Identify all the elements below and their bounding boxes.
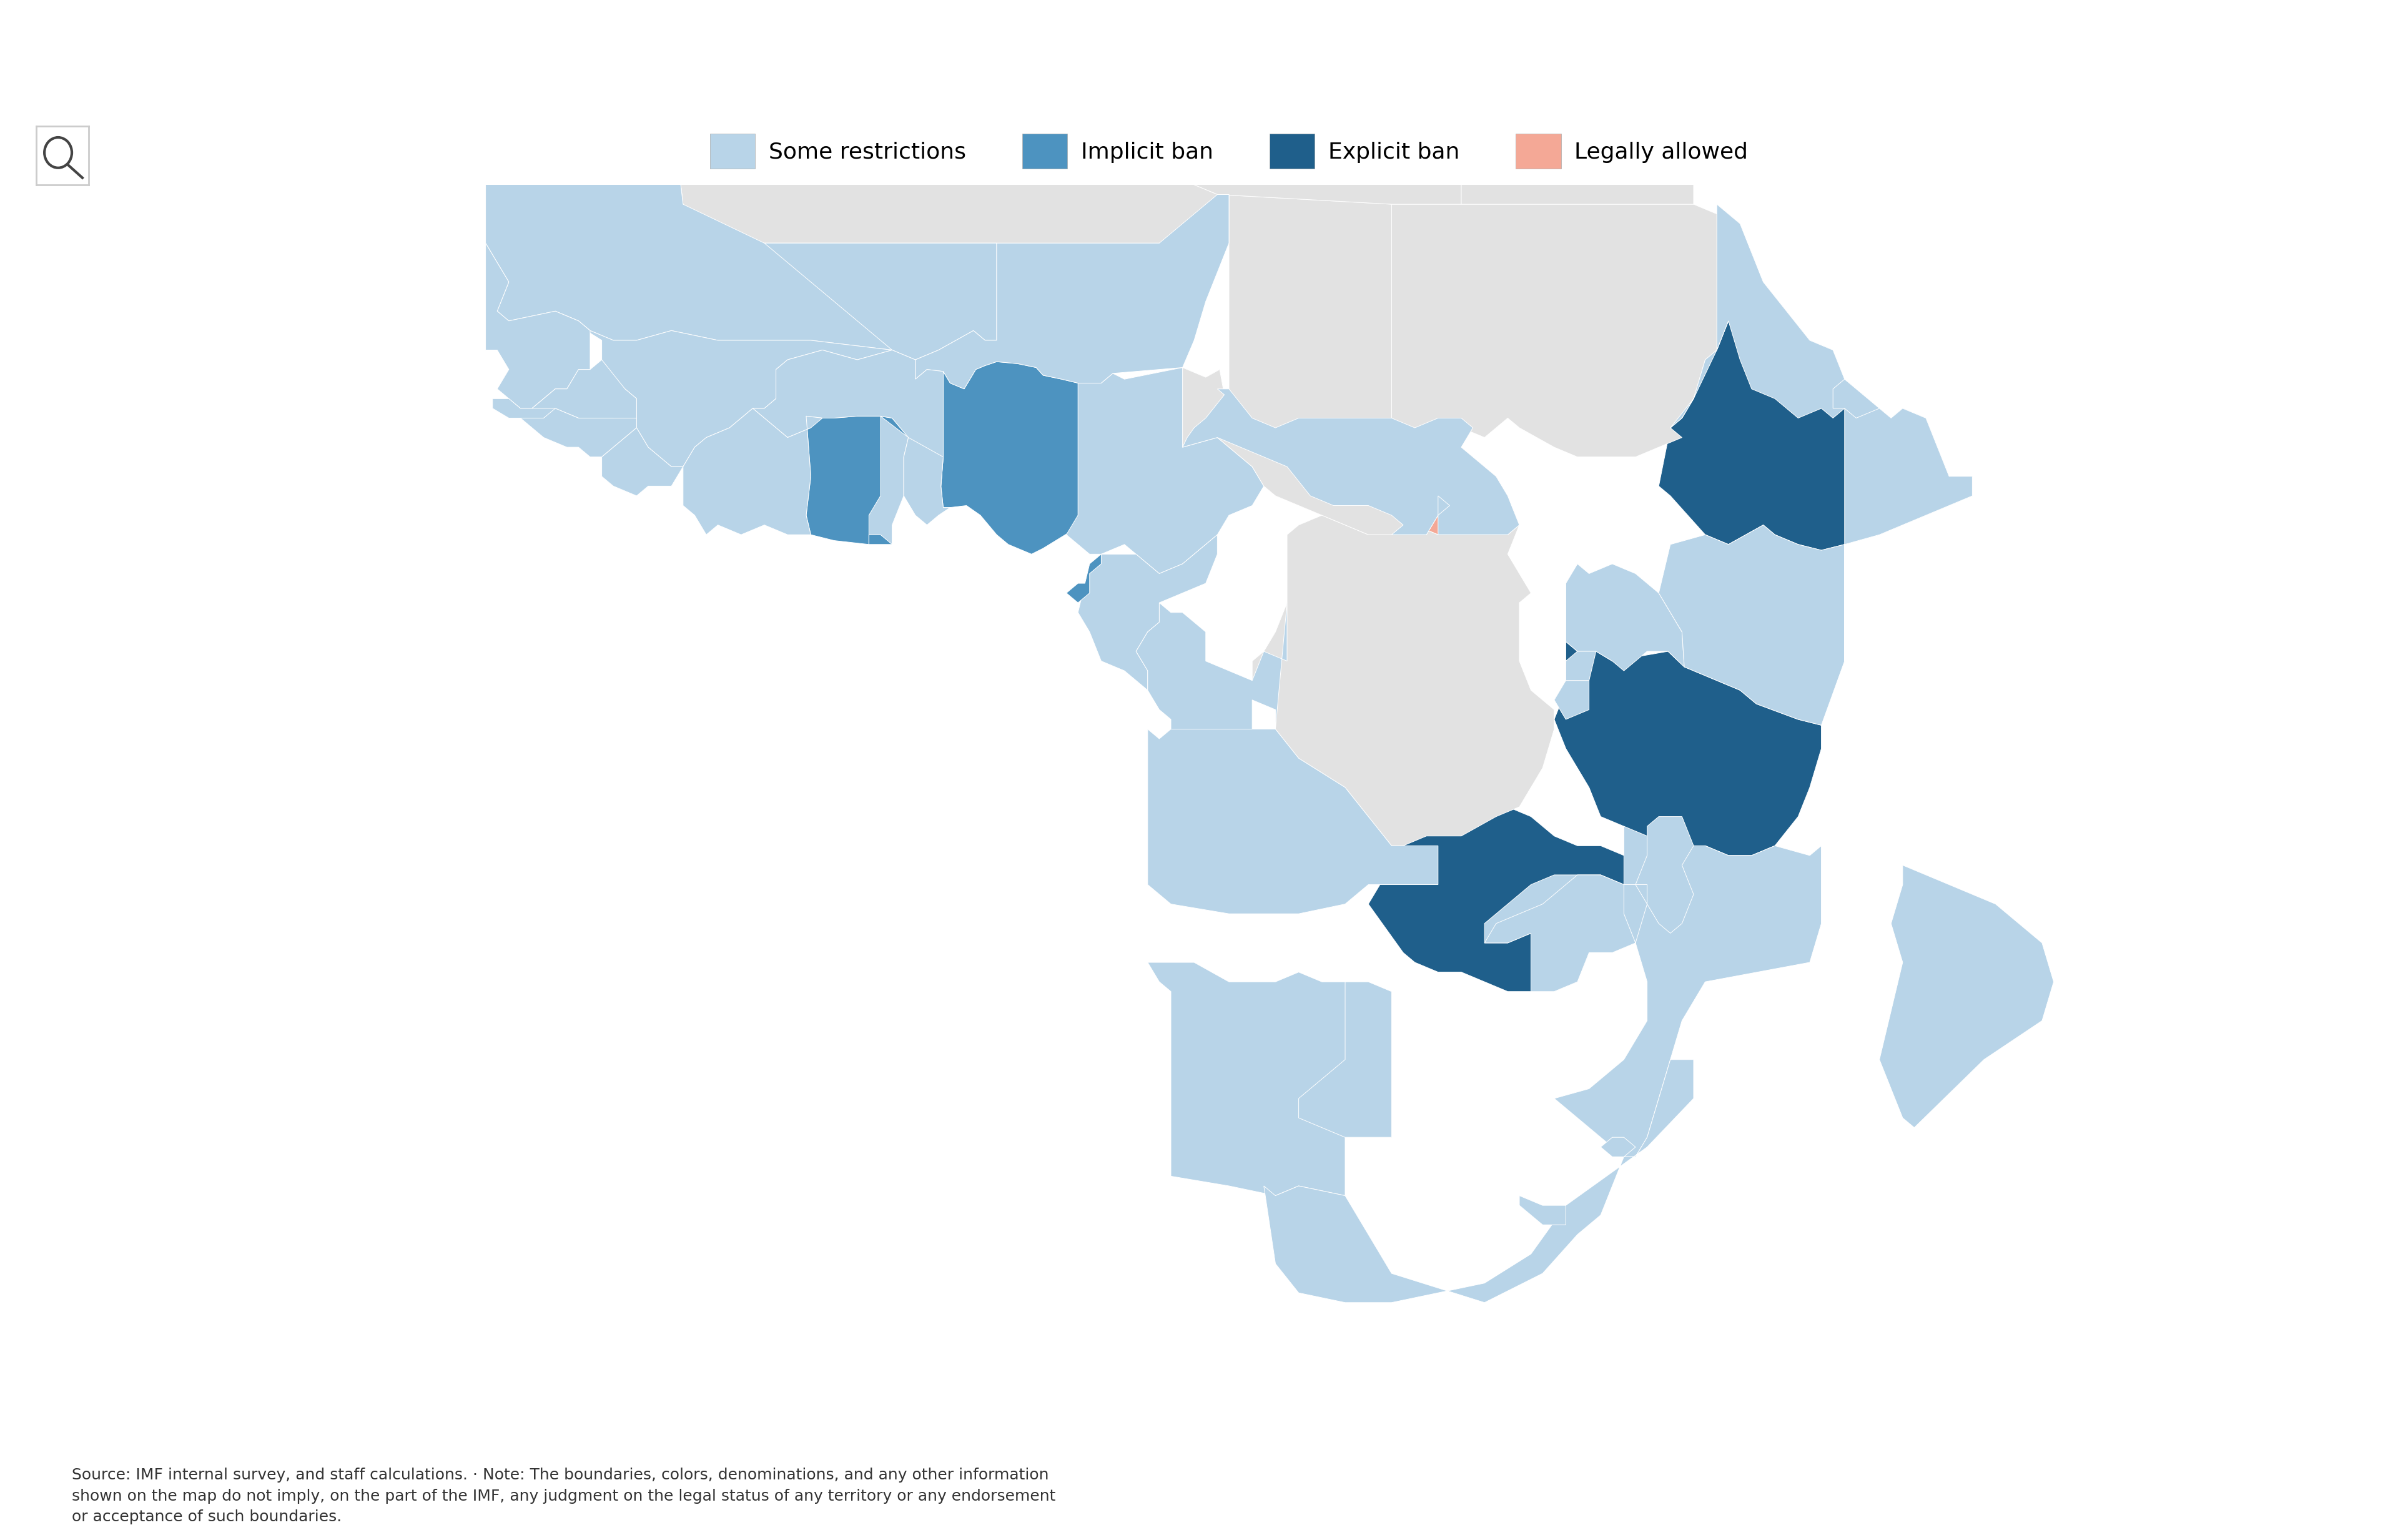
Polygon shape xyxy=(1055,0,1149,49)
Polygon shape xyxy=(1369,787,1647,992)
Polygon shape xyxy=(683,408,823,534)
Polygon shape xyxy=(1149,962,1391,1195)
Polygon shape xyxy=(1602,1138,1635,1157)
Polygon shape xyxy=(916,194,1228,390)
Polygon shape xyxy=(868,416,909,545)
Polygon shape xyxy=(1182,390,1520,534)
Polygon shape xyxy=(1520,1195,1566,1224)
Polygon shape xyxy=(806,416,909,545)
Polygon shape xyxy=(1460,0,1693,205)
Polygon shape xyxy=(1252,516,1554,845)
Polygon shape xyxy=(1484,827,1822,1157)
Polygon shape xyxy=(753,350,942,487)
Polygon shape xyxy=(1880,865,2053,1127)
Polygon shape xyxy=(1079,534,1218,690)
Polygon shape xyxy=(1264,1060,1693,1303)
Polygon shape xyxy=(1067,554,1101,602)
Polygon shape xyxy=(1391,205,1763,534)
Polygon shape xyxy=(484,88,695,223)
Polygon shape xyxy=(492,390,566,417)
Polygon shape xyxy=(1832,379,1880,417)
Polygon shape xyxy=(1566,564,1683,671)
Polygon shape xyxy=(1659,525,1844,725)
Polygon shape xyxy=(1300,983,1391,1138)
Polygon shape xyxy=(520,408,635,457)
Polygon shape xyxy=(1566,651,1597,681)
Polygon shape xyxy=(1149,728,1439,913)
Polygon shape xyxy=(1671,205,1856,428)
Polygon shape xyxy=(556,0,950,108)
Polygon shape xyxy=(1182,194,1427,534)
Polygon shape xyxy=(1137,602,1288,739)
Polygon shape xyxy=(1844,379,1971,661)
Polygon shape xyxy=(484,243,590,408)
Polygon shape xyxy=(671,38,1228,243)
Polygon shape xyxy=(940,362,1225,554)
Polygon shape xyxy=(1659,205,1971,550)
Polygon shape xyxy=(1484,875,1635,953)
Polygon shape xyxy=(1089,0,1460,205)
Polygon shape xyxy=(1554,681,1590,719)
Polygon shape xyxy=(532,360,683,496)
Polygon shape xyxy=(1635,816,1693,933)
Legend: Some restrictions, Implicit ban, Explicit ban, Legally allowed: Some restrictions, Implicit ban, Explici… xyxy=(700,125,1758,177)
Polygon shape xyxy=(556,243,998,496)
Polygon shape xyxy=(484,88,998,360)
Polygon shape xyxy=(1218,417,1520,534)
Text: Source: IMF internal survey, and staff calculations. · Note: The boundaries, col: Source: IMF internal survey, and staff c… xyxy=(72,1468,1055,1525)
Polygon shape xyxy=(602,428,683,496)
Polygon shape xyxy=(904,437,950,525)
Polygon shape xyxy=(1067,368,1264,573)
Polygon shape xyxy=(1554,642,1822,855)
